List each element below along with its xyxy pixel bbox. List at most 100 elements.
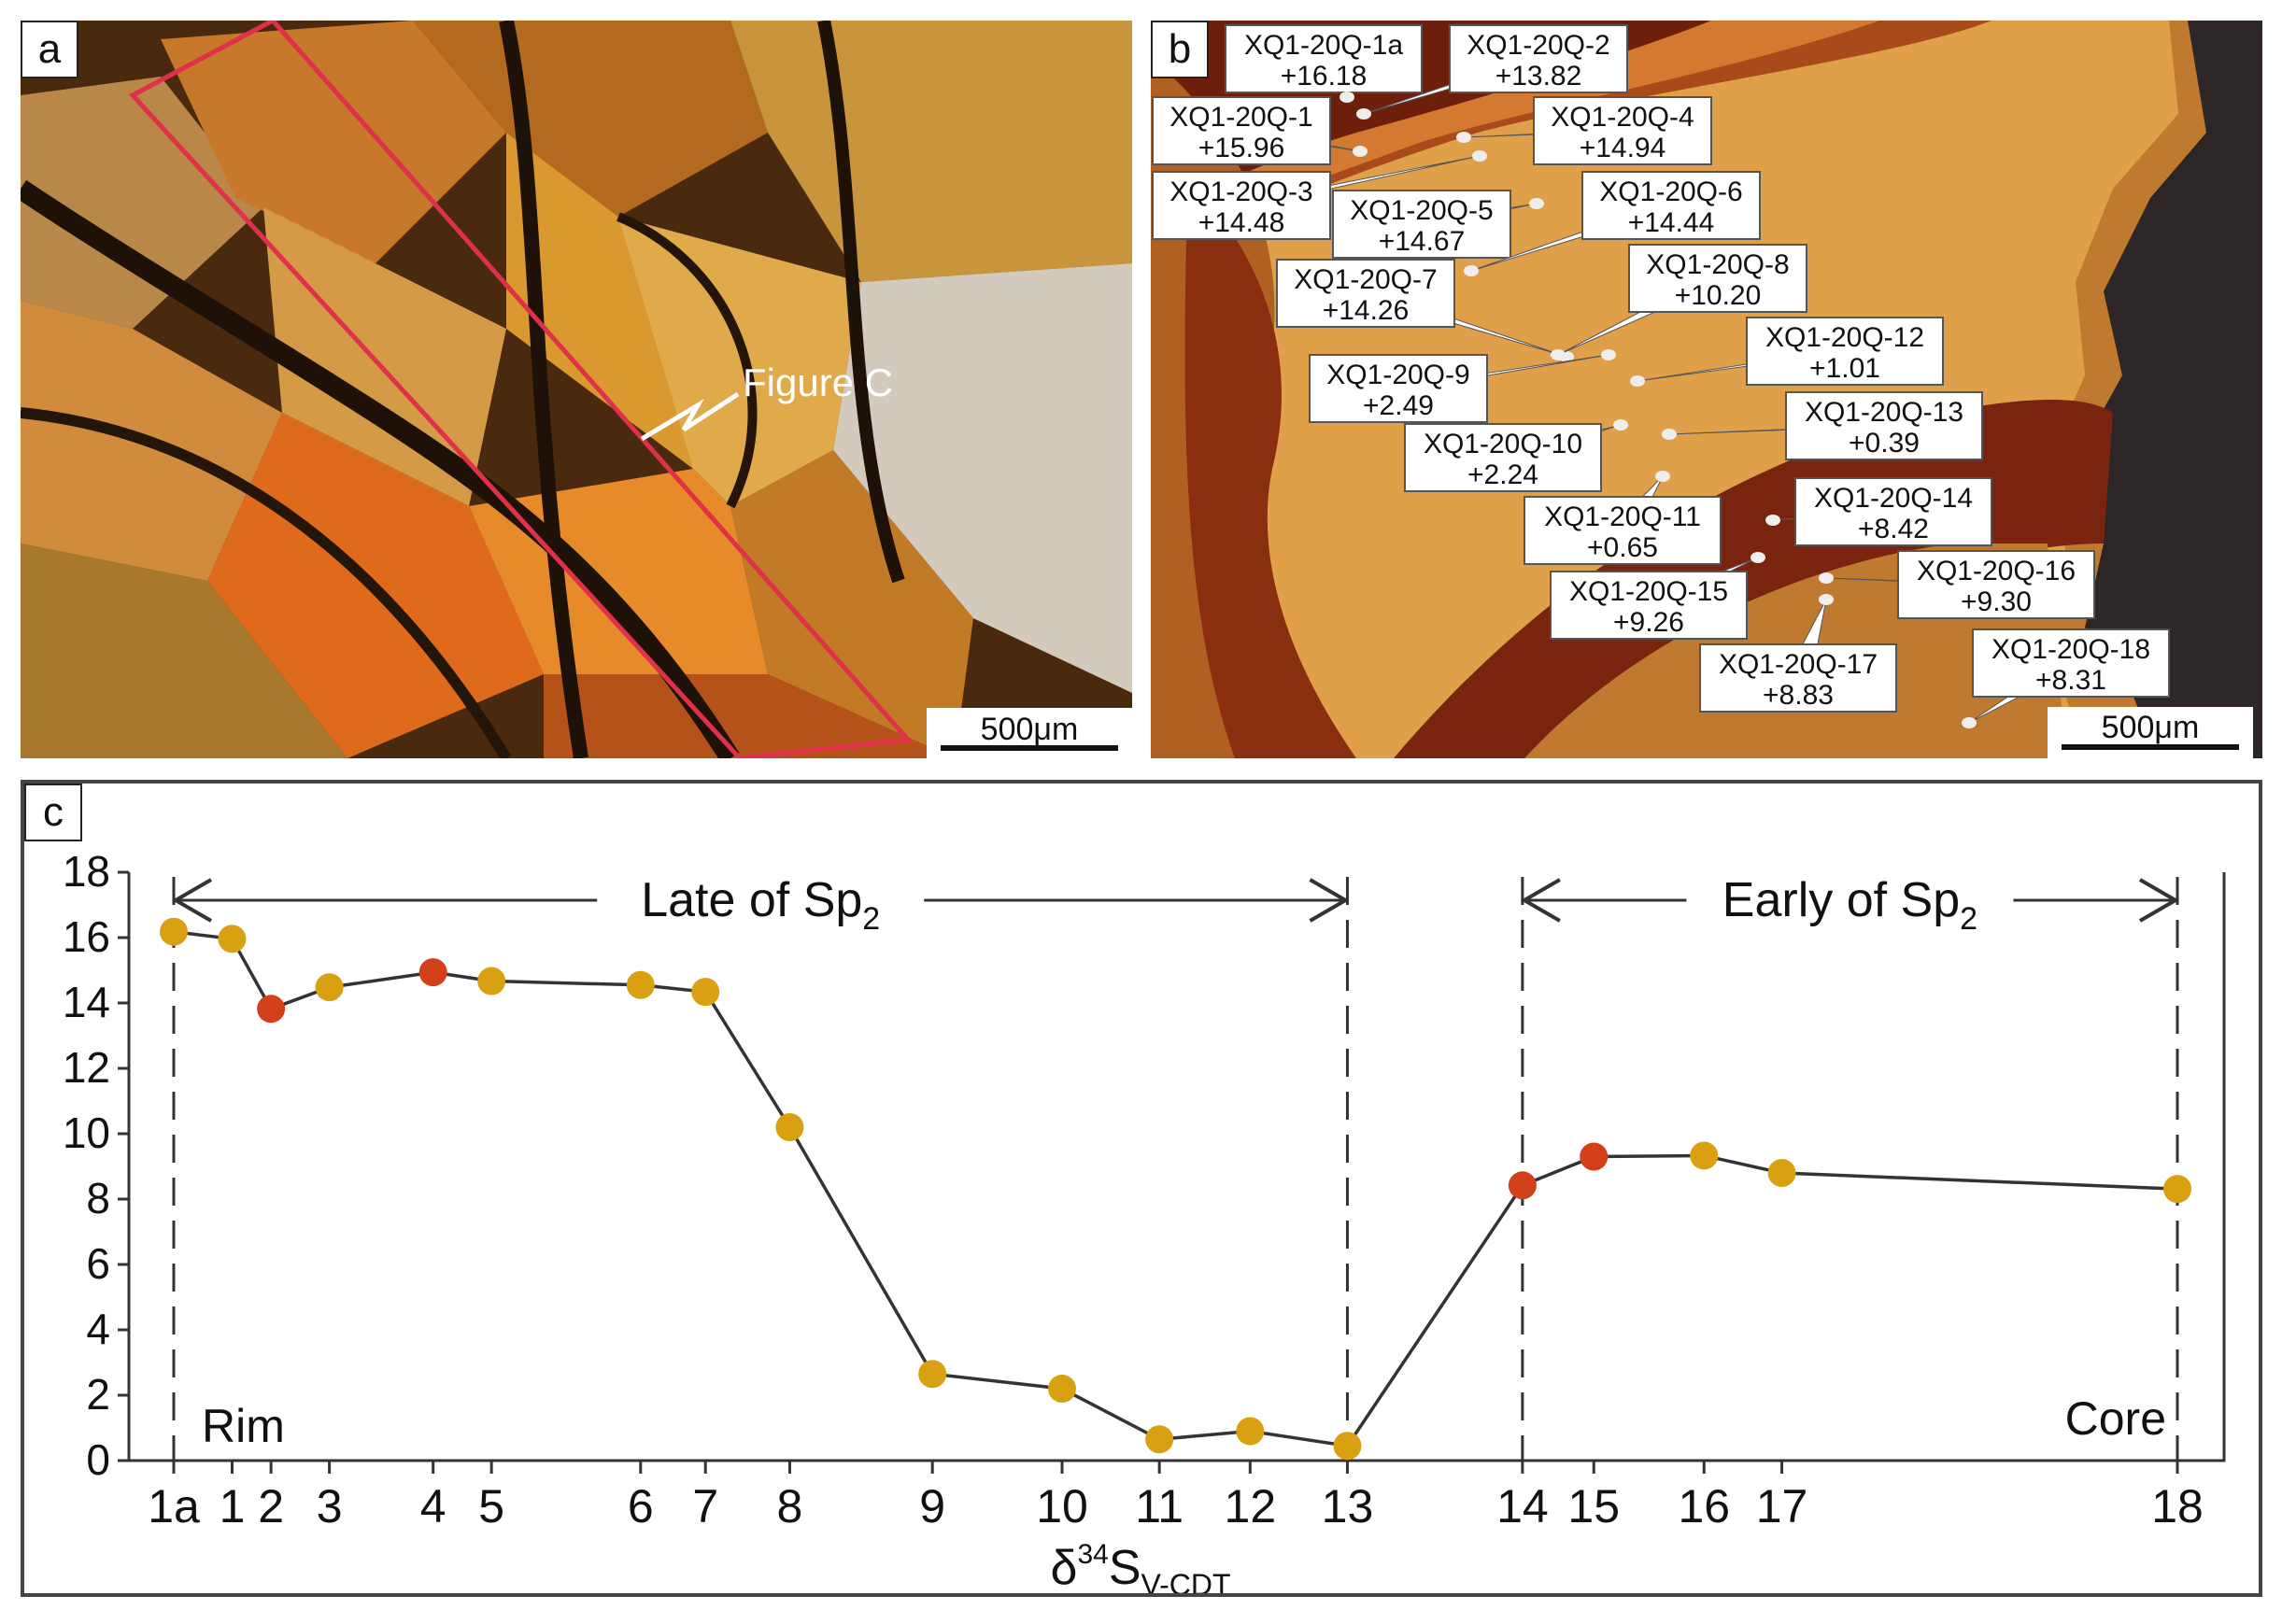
x-axis-title: δ34SV-CDT bbox=[1050, 1539, 1230, 1593]
x-tick-label: 5 bbox=[478, 1480, 504, 1532]
analysis-spot bbox=[1750, 552, 1765, 563]
analysis-transect-box bbox=[128, 21, 914, 758]
analysis-spot bbox=[1613, 419, 1628, 431]
x-tick-label: 6 bbox=[628, 1480, 654, 1532]
spot-label-18: XQ1-20Q-17+8.83 bbox=[1699, 594, 1897, 713]
y-tick-label: 8 bbox=[86, 1174, 110, 1222]
data-point-13 bbox=[1333, 1432, 1362, 1461]
photomicrograph-panel: Figure C 500μm a bbox=[21, 21, 1132, 758]
spot-id: XQ1-20Q-18 bbox=[1991, 634, 2150, 665]
spot-id: XQ1-20Q-14 bbox=[1814, 483, 1973, 514]
spot-value: +9.26 bbox=[1613, 607, 1684, 638]
analysis-spot bbox=[1819, 594, 1834, 605]
scale-bar-label: 500μm bbox=[981, 712, 1079, 747]
data-point-16 bbox=[1690, 1141, 1719, 1170]
x-tick-label: 13 bbox=[1322, 1480, 1374, 1532]
analysis-spot bbox=[1601, 349, 1616, 360]
spot-id: XQ1-20Q-3 bbox=[1169, 177, 1312, 207]
panel-letter-c: c bbox=[24, 784, 82, 841]
spot-value: +14.26 bbox=[1323, 295, 1410, 326]
photomicrograph-image: Figure C 500μm bbox=[21, 21, 1132, 758]
data-point-1a bbox=[160, 917, 188, 946]
y-tick-label: 6 bbox=[86, 1239, 110, 1288]
x-tick-label: 3 bbox=[317, 1480, 343, 1532]
data-point-6 bbox=[626, 970, 655, 999]
analysis-spot bbox=[1655, 471, 1670, 482]
spot-label-11: XQ1-20Q-12+1.01 bbox=[1630, 317, 1944, 387]
x-tick-label: 4 bbox=[420, 1480, 446, 1532]
x-tick-label: 9 bbox=[919, 1480, 945, 1532]
spot-value: +8.42 bbox=[1858, 514, 1929, 544]
spot-value: +14.48 bbox=[1198, 207, 1285, 238]
spot-label-2: XQ1-20Q-2+13.82 bbox=[1356, 24, 1628, 120]
spot-value: +14.44 bbox=[1628, 207, 1715, 238]
spot-id: XQ1-20Q-9 bbox=[1326, 360, 1469, 390]
spot-label-14: XQ1-20Q-11+0.65 bbox=[1524, 471, 1722, 565]
spot-label-8: XQ1-20Q-7+14.26 bbox=[1276, 259, 1574, 362]
spot-label-19: XQ1-20Q-18+8.31 bbox=[1962, 628, 2170, 728]
spot-label-5: XQ1-20Q-3+14.48 bbox=[1152, 150, 1487, 240]
data-point-8 bbox=[775, 1113, 804, 1141]
data-point-12 bbox=[1236, 1417, 1265, 1446]
spot-value: +2.24 bbox=[1467, 459, 1538, 490]
rim-label: Rim bbox=[202, 1400, 285, 1452]
analysis-spot bbox=[1339, 92, 1354, 103]
spot-value: +15.96 bbox=[1198, 133, 1285, 163]
analysis-spot bbox=[1456, 132, 1471, 143]
spot-value: +1.01 bbox=[1809, 353, 1880, 384]
stage-label: Late of Sp2 bbox=[641, 873, 880, 937]
analysis-spot bbox=[1819, 572, 1834, 584]
analysis-spot bbox=[1353, 146, 1368, 157]
spot-id: XQ1-20Q-1 bbox=[1169, 102, 1312, 133]
x-tick-label: 1 bbox=[220, 1480, 246, 1532]
analysis-spot bbox=[1529, 198, 1544, 209]
spot-label-15: XQ1-20Q-14+8.42 bbox=[1765, 477, 1992, 546]
x-tick-label: 16 bbox=[1678, 1480, 1730, 1532]
analysis-spot bbox=[1464, 265, 1479, 276]
series-line bbox=[173, 929, 2178, 1448]
x-tick-label: 10 bbox=[1036, 1480, 1088, 1532]
spot-value: +10.20 bbox=[1675, 280, 1762, 311]
data-point-5 bbox=[477, 967, 506, 996]
x-tick-label: 1a bbox=[148, 1480, 200, 1532]
analysis-spot bbox=[1662, 429, 1677, 440]
data-point-1 bbox=[218, 925, 247, 953]
isotope-profile-chart: 0 2 4 6 8 10 12 14 16 18 1a 1 2 3 4 5 6 7 8 9 10 11 12 13 14 15 16… bbox=[21, 780, 2262, 1597]
scale-bar-label: 500μm bbox=[2102, 710, 2200, 745]
early-stage-range: Early of Sp2 bbox=[1520, 863, 2179, 938]
y-tick-label: 2 bbox=[86, 1370, 110, 1419]
data-point-3 bbox=[315, 973, 344, 1002]
spot-label-7: XQ1-20Q-6+14.44 bbox=[1464, 171, 1761, 276]
spot-id: XQ1-20Q-10 bbox=[1424, 429, 1582, 459]
y-tick-label: 10 bbox=[63, 1109, 110, 1157]
x-tick-label: 11 bbox=[1135, 1480, 1184, 1532]
spot-id: XQ1-20Q-2 bbox=[1467, 30, 1609, 61]
y-tick-label: 14 bbox=[63, 978, 110, 1026]
data-point-14 bbox=[1508, 1171, 1537, 1200]
y-tick-label: 18 bbox=[63, 847, 110, 896]
spot-id: XQ1-20Q-17 bbox=[1719, 649, 1878, 680]
spot-label-12: XQ1-20Q-13+0.39 bbox=[1662, 391, 1983, 460]
spot-value: +8.83 bbox=[1763, 680, 1834, 711]
late-stage-range: Late of Sp2 bbox=[172, 863, 1350, 938]
spot-value: +14.67 bbox=[1379, 226, 1466, 257]
spot-label-13: XQ1-20Q-10+2.24 bbox=[1404, 419, 1628, 492]
spot-value: +16.18 bbox=[1281, 61, 1368, 92]
spot-id: XQ1-20Q-11 bbox=[1544, 501, 1701, 532]
spot-id: XQ1-20Q-12 bbox=[1765, 322, 1924, 353]
spot-id: XQ1-20Q-5 bbox=[1350, 195, 1493, 226]
y-tick-label: 16 bbox=[63, 912, 110, 961]
analysis-spot bbox=[1472, 150, 1487, 162]
spot-value: +9.30 bbox=[1961, 586, 2032, 617]
spot-id: XQ1-20Q-1a bbox=[1244, 30, 1403, 61]
data-point-9 bbox=[918, 1360, 947, 1389]
panel-letter-b: b bbox=[1151, 21, 1209, 78]
spot-id: XQ1-20Q-8 bbox=[1646, 249, 1789, 280]
spot-value: +8.31 bbox=[2035, 665, 2106, 696]
spot-label-16: XQ1-20Q-15+9.26 bbox=[1550, 552, 1765, 640]
spot-id: XQ1-20Q-16 bbox=[1917, 556, 2076, 586]
spot-label-17: XQ1-20Q-16+9.30 bbox=[1819, 550, 2095, 619]
spot-label-9: XQ1-20Q-8+10.20 bbox=[1551, 244, 1807, 360]
